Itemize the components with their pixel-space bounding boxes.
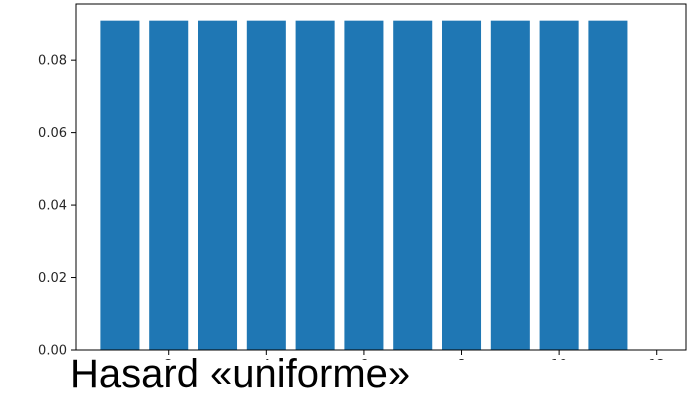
x-tick-label: 10 <box>551 358 568 360</box>
bar-5 <box>295 20 335 351</box>
y-tick-label: 0.06 <box>38 126 67 141</box>
y-tick-label: 0.08 <box>38 54 67 69</box>
bar-6 <box>344 20 384 351</box>
x-tick-label: 8 <box>457 358 465 360</box>
x-tick-label: 2 <box>165 358 173 360</box>
bar-8 <box>442 20 482 351</box>
bar-chart: 2 4 6 8 10 12 0.00 0.02 0.04 0.06 0.08 <box>38 3 687 360</box>
x-tick-label: 6 <box>360 358 368 360</box>
bar-9 <box>490 20 530 351</box>
bar-1 <box>100 20 140 351</box>
bar-11 <box>588 20 628 351</box>
x-tick-label: 4 <box>262 358 270 360</box>
bar-4 <box>246 20 286 351</box>
bar-10 <box>539 20 579 351</box>
bar-7 <box>393 20 433 351</box>
x-axis-ticks: 2 4 6 8 10 12 <box>165 350 665 360</box>
bars-group <box>100 20 628 351</box>
y-tick-label: 0.00 <box>38 344 67 359</box>
y-axis-ticks: 0.00 0.02 0.04 0.06 0.08 <box>38 54 76 359</box>
bar-3 <box>198 20 238 351</box>
axes-frame <box>75 3 687 351</box>
chart-caption: Hasard «uniforme» <box>70 352 411 396</box>
x-tick-label: 12 <box>648 358 665 360</box>
y-tick-label: 0.02 <box>38 271 67 286</box>
bar-2 <box>149 20 189 351</box>
y-tick-label: 0.04 <box>38 199 67 214</box>
